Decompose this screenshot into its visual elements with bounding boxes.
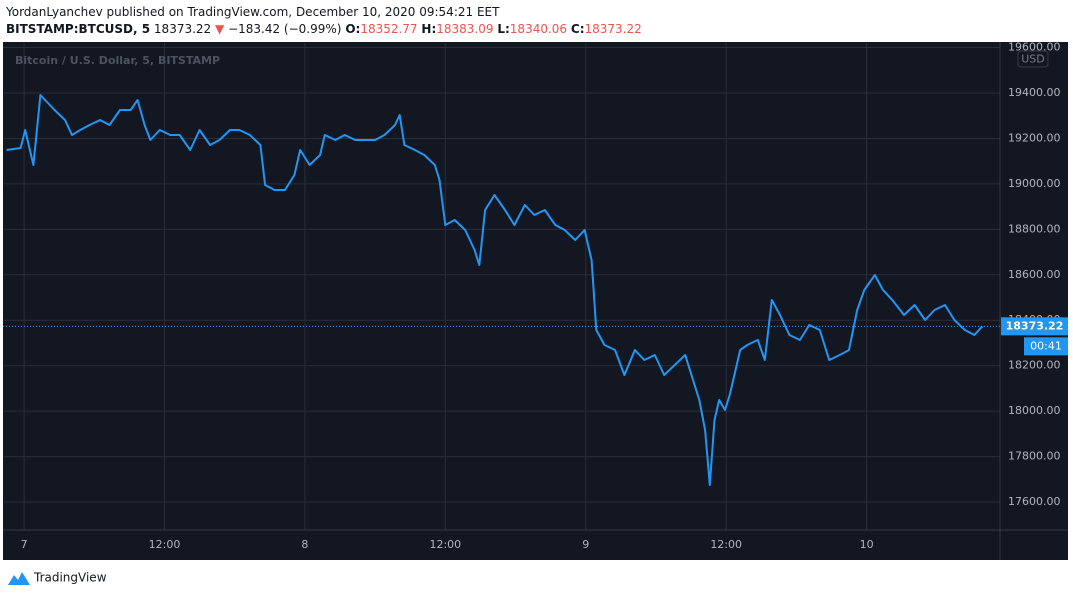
close-label: C: [570,22,585,36]
y-tick-label: 18200.00 [1008,359,1061,372]
low: 18340.06 [509,22,568,36]
y-tick-label: 18000.00 [1008,404,1061,417]
high-label: H: [421,22,437,36]
watermark: Bitcoin / U.S. Dollar, 5, BITSTAMP [15,54,220,67]
x-tick-label: 9 [582,538,589,551]
plot-area [3,94,1000,486]
y-tick-label: 19400.00 [1008,86,1061,99]
y-tick-label: 19200.00 [1008,131,1061,144]
chart-background [3,42,1068,560]
open-label: O: [345,22,361,36]
y-tick-label: 18800.00 [1008,222,1061,235]
x-tick-label: 10 [860,538,874,551]
currency-label: USD [1021,53,1045,66]
x-tick-label: 12:00 [429,538,461,551]
currency-box [1017,50,1049,68]
countdown-label: 00:41 [1030,339,1062,352]
last-price-label: 18373.22 [1006,319,1064,332]
y-tick-label: 17600.00 [1008,495,1061,508]
down-arrow: ▼ [215,22,225,36]
header: YordanLyanchev published on TradingView.… [6,4,642,38]
price-line [6,94,984,486]
y-tick-label: 17800.00 [1008,450,1061,463]
quote-line: BITSTAMP:BTCUSD, 5 18373.22 ▼ −183.42 (−… [6,21,642,38]
change: −183.42 (−0.99%) [228,22,342,36]
x-tick-label: 7 [21,538,28,551]
open: 18352.77 [360,22,418,36]
low-label: L: [497,22,510,36]
close: 18373.22 [584,22,642,36]
x-tick-label: 12:00 [710,538,742,551]
y-tick-label: 18600.00 [1008,268,1061,281]
countdown-badge [1024,337,1068,356]
y-tick-label: 19600.00 [1008,41,1061,54]
x-tick-label: 12:00 [149,538,181,551]
last-price-badge [1001,317,1068,336]
x-tick-label: 8 [301,538,308,551]
high: 18383.09 [436,22,494,36]
brand: TradingView [33,571,107,585]
last: 18373.22 [153,22,212,36]
symbol: BITSTAMP:BTCUSD, 5 [6,22,151,36]
y-tick-label: 19000.00 [1008,177,1061,190]
axes: 17600.0017800.0018000.0018200.0018400.00… [21,41,1068,551]
publish-line: YordanLyanchev published on TradingView.… [6,5,500,19]
footer-logo [8,572,30,585]
